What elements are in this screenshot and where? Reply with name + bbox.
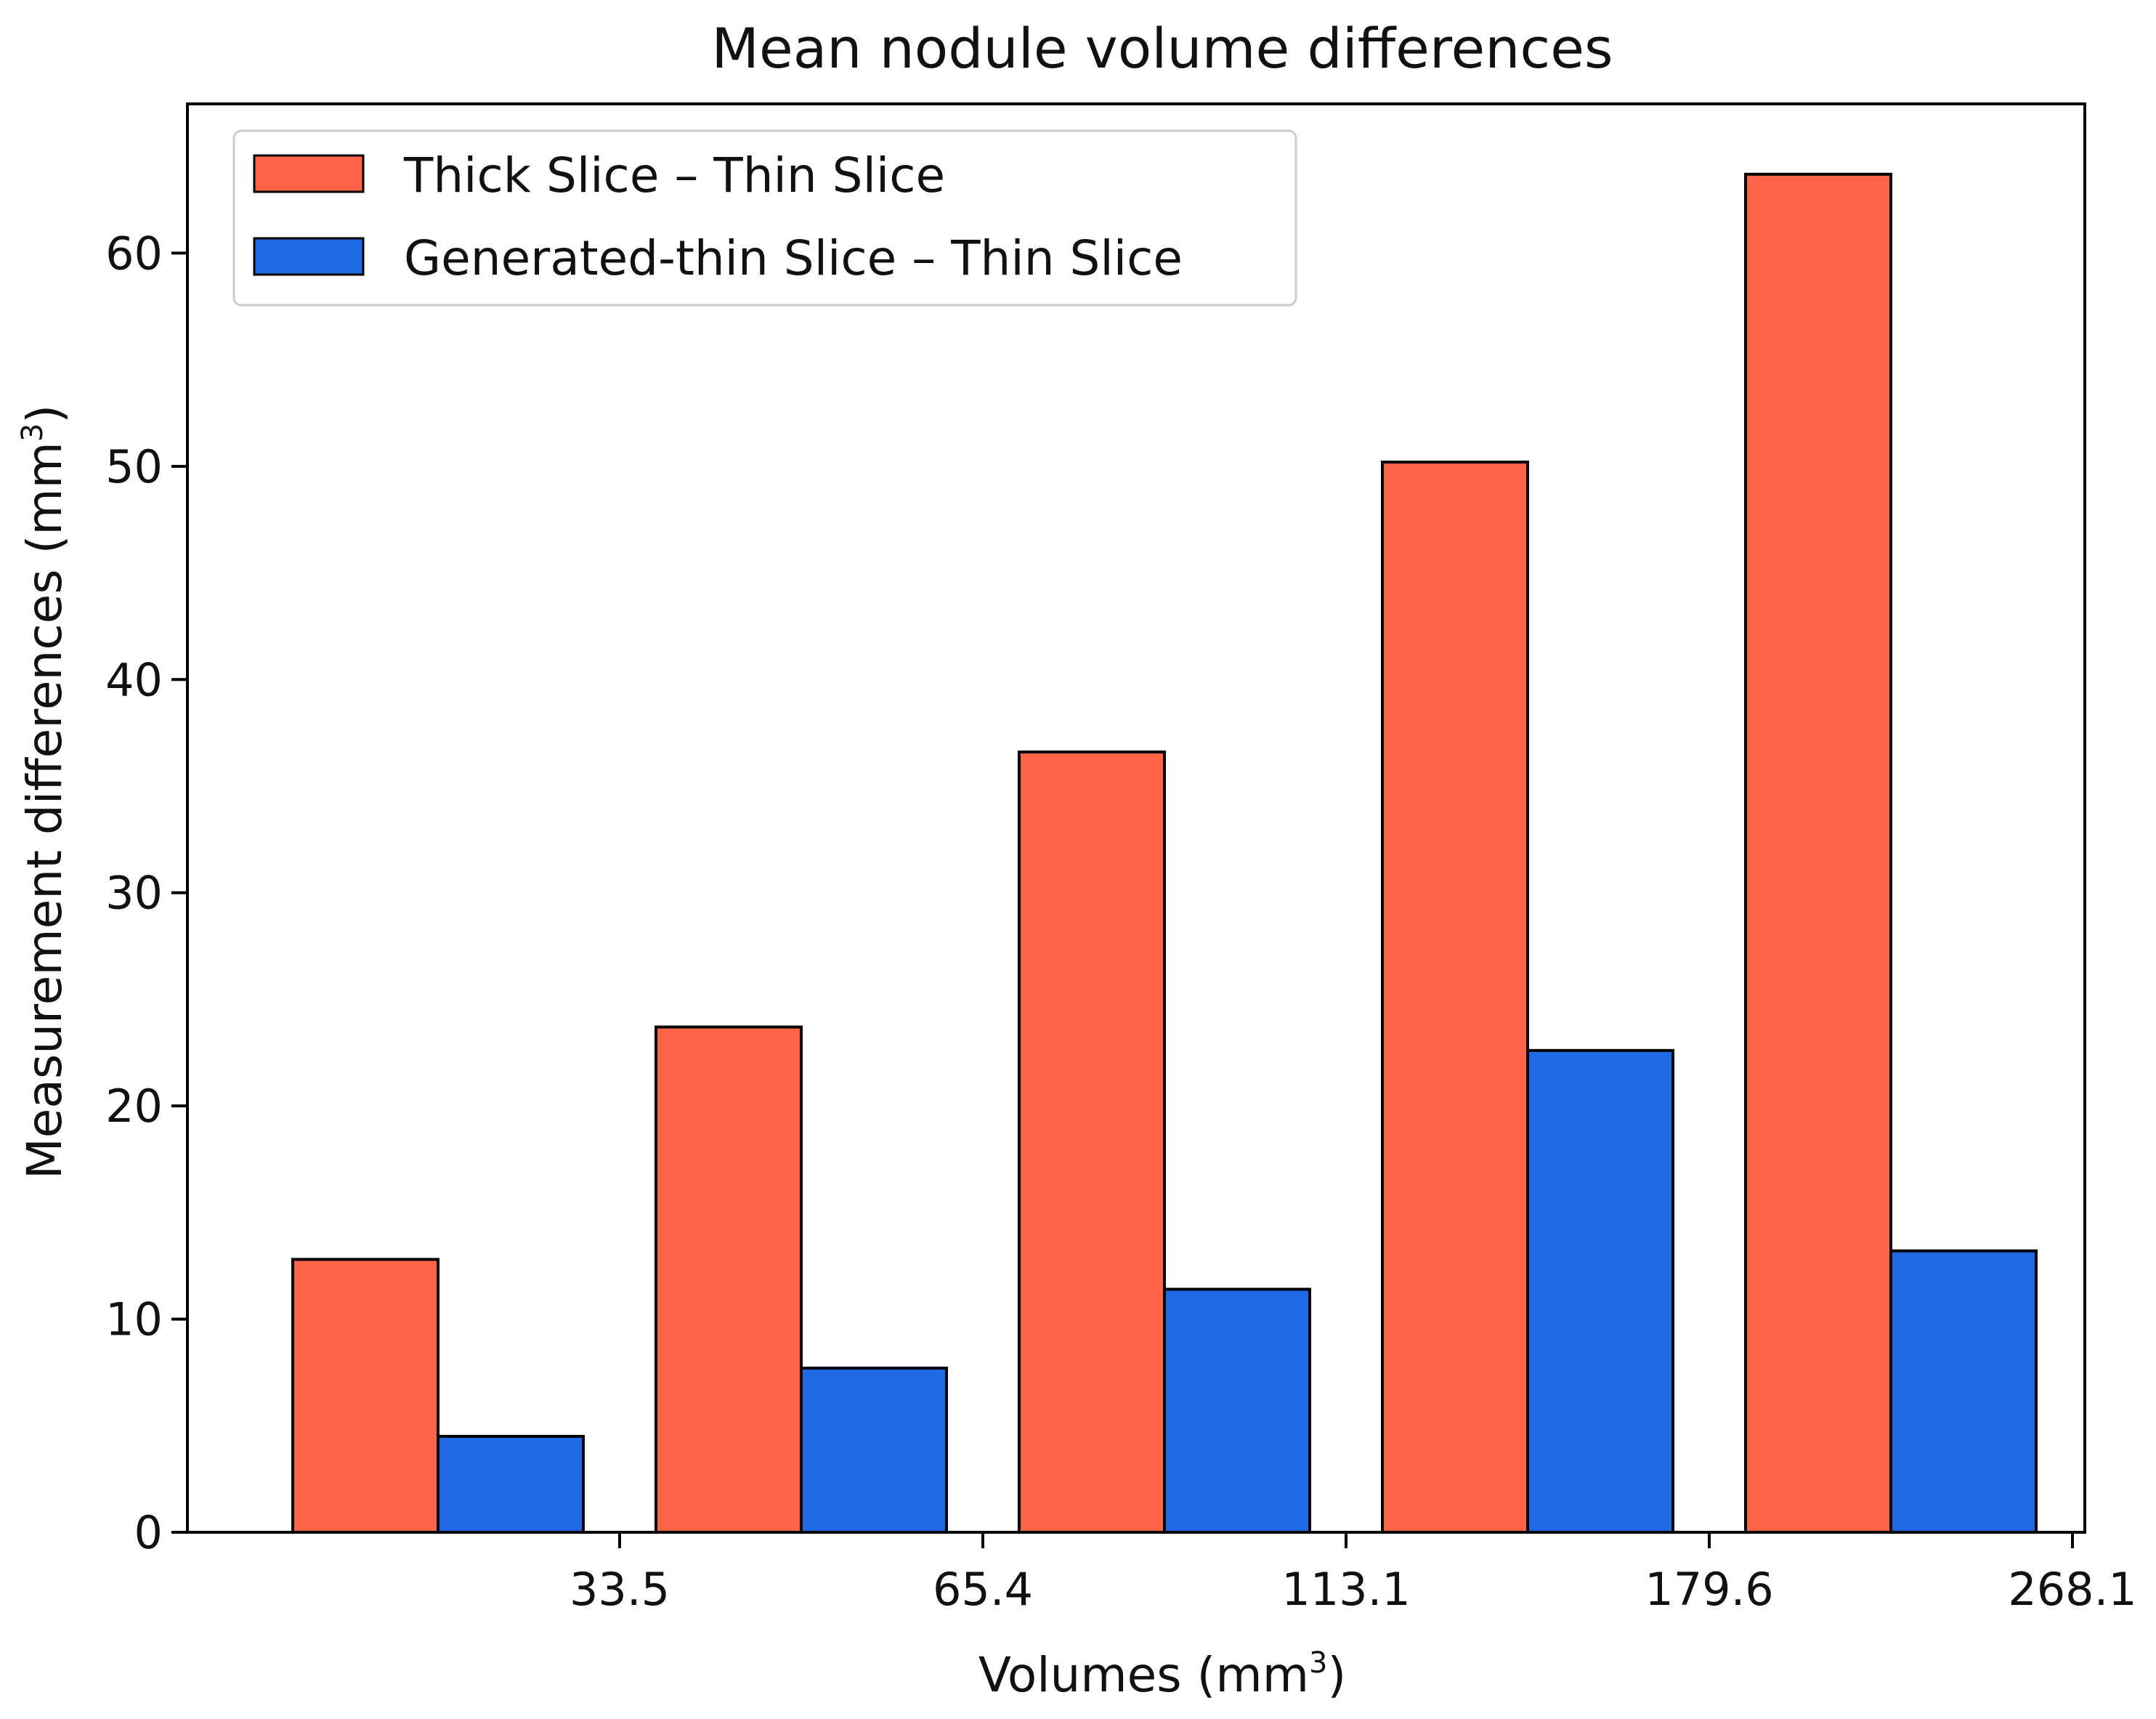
bar-thick-4 [1744, 172, 1892, 1534]
y-axis-label-text: Measurement differences (mm [17, 442, 73, 1179]
y-tick-label: 10 [105, 1293, 163, 1346]
x-tick-label: 33.5 [570, 1563, 670, 1616]
x-axis-ticks: 33.5 65.4 113.1 179.6 268.1 [570, 1532, 2137, 1616]
y-tick-label: 20 [105, 1080, 163, 1133]
y-axis-label-end: ) [17, 405, 73, 424]
x-tick-label: 113.1 [1281, 1563, 1411, 1616]
legend-swatch-generated [253, 237, 365, 276]
y-tick-label: 30 [105, 867, 163, 920]
bar-generated-2 [1163, 1287, 1311, 1534]
legend: Thick Slice – Thin Slice Generated-thin … [232, 129, 1297, 307]
x-tick-label: 65.4 [933, 1563, 1033, 1616]
legend-label-generated: Generated-thin Slice – Thin Slice [404, 230, 1183, 286]
bar-thick-3 [1381, 460, 1529, 1534]
y-axis-label: Measurement differences (mm3) [16, 405, 73, 1179]
bar-generated-3 [1526, 1048, 1674, 1534]
y-axis-label-sup: 3 [16, 424, 49, 442]
bars-layer [291, 172, 2038, 1534]
y-tick-label: 40 [105, 653, 163, 706]
x-tick-label: 179.6 [1645, 1563, 1774, 1616]
x-axis-label: Volumes (mm3) [978, 1646, 1346, 1703]
x-axis-label-text: Volumes (mm [978, 1647, 1309, 1703]
y-tick-label: 0 [134, 1506, 163, 1559]
y-tick-label: 50 [105, 440, 163, 493]
chart-title: Mean nodule volume differences [711, 16, 1613, 81]
bar-generated-1 [800, 1367, 948, 1534]
plot-frame [186, 102, 2086, 1534]
y-tick-label: 60 [105, 227, 163, 280]
y-axis-ticks: 0 10 20 30 40 50 60 [105, 227, 187, 1559]
bar-thick-2 [1018, 751, 1166, 1534]
bar-generated-4 [1889, 1249, 2038, 1534]
legend-box [232, 129, 1297, 307]
x-axis-label-sup: 3 [1309, 1646, 1327, 1680]
bar-generated-0 [437, 1434, 585, 1534]
legend-label-thick: Thick Slice – Thin Slice [403, 147, 945, 203]
x-axis-label-end: ) [1327, 1647, 1346, 1703]
bar-thick-0 [291, 1258, 439, 1534]
bar-thick-1 [654, 1025, 803, 1534]
x-tick-label: 268.1 [2008, 1563, 2137, 1616]
legend-swatch-thick [253, 154, 365, 193]
